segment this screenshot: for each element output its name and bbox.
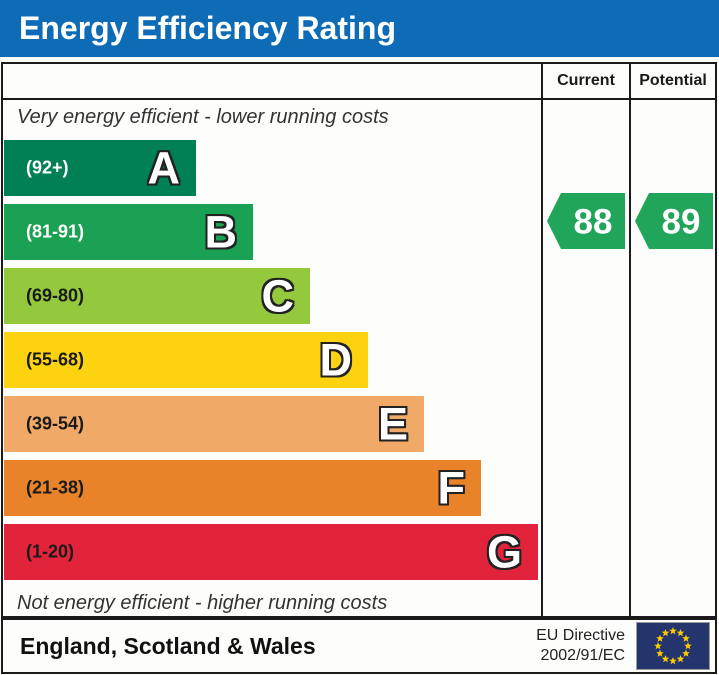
caption-not-efficient: Not energy efficient - higher running co… <box>17 592 388 614</box>
eu-directive-label: EU Directive 2002/91/EC <box>536 626 625 666</box>
band-letter: D <box>319 334 353 386</box>
band-range: (69-80) <box>26 285 85 306</box>
footer-right-group: EU Directive 2002/91/EC <box>536 622 710 670</box>
band-g: (1-20) G <box>4 524 538 580</box>
footer-bar: England, Scotland & Wales EU Directive 2… <box>1 618 717 674</box>
current-rating-value: 88 <box>574 203 613 242</box>
potential-column-header: Potential <box>639 72 707 89</box>
band-range: (1-20) <box>26 541 75 562</box>
band-b: (81-91) B <box>4 204 253 260</box>
eu-directive-line1: EU Directive <box>536 627 625 644</box>
current-column-header: Current <box>557 72 615 89</box>
band-c: (69-80) C <box>4 268 310 324</box>
title-bar: Energy Efficiency Rating <box>0 0 719 57</box>
left-arrow-icon: 88 <box>547 193 625 249</box>
eu-directive-line2: 2002/91/EC <box>540 647 625 664</box>
band-range: (55-68) <box>26 349 85 370</box>
band-letter: F <box>437 462 466 514</box>
left-arrow-icon: 89 <box>635 193 713 249</box>
band-d: (55-68) D <box>4 332 368 388</box>
band-range: (39-54) <box>26 413 85 434</box>
band-a: (92+) A <box>4 140 196 196</box>
band-range: (21-38) <box>26 477 85 498</box>
band-e: (39-54) E <box>4 396 424 452</box>
band-letter: B <box>204 206 238 258</box>
band-letter: C <box>261 270 295 322</box>
page-title: Energy Efficiency Rating <box>19 10 396 46</box>
caption-very-efficient: Very energy efficient - lower running co… <box>17 106 389 128</box>
band-f: (21-38) F <box>4 460 481 516</box>
band-letter: A <box>147 142 181 194</box>
eu-flag-icon <box>636 622 710 670</box>
potential-rating-value: 89 <box>662 203 701 242</box>
band-range: (81-91) <box>26 221 85 242</box>
potential-column-divider <box>629 64 631 616</box>
rating-table: Current Potential Very energy efficient … <box>1 62 717 618</box>
current-rating-arrow: 88 <box>547 193 625 249</box>
band-letter: E <box>377 398 408 450</box>
band-letter: G <box>486 526 522 578</box>
region-label: England, Scotland & Wales <box>20 632 316 659</box>
band-range: (92+) <box>26 157 69 178</box>
current-column-divider <box>541 64 543 616</box>
header-divider <box>3 98 715 100</box>
potential-rating-arrow: 89 <box>635 193 713 249</box>
